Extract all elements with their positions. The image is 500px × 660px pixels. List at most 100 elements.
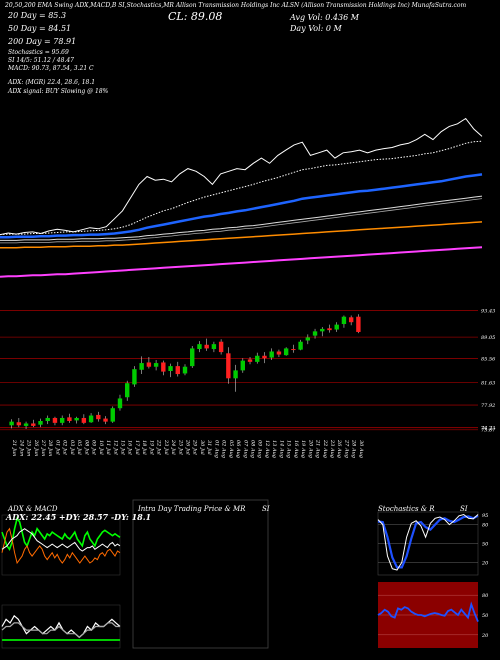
stoch-tick: 80: [482, 523, 489, 529]
macd-label: MACD: 90.73, 87.54, 3.21 C: [8, 65, 94, 72]
date-label: 29 Jul: [192, 439, 198, 455]
date-label: 27 Aug: [343, 439, 349, 458]
date-label: 24 Jul: [170, 439, 176, 455]
adx-series--DY: [1, 527, 121, 565]
si-tick: 80: [482, 593, 489, 599]
stoch-series-k: [377, 513, 479, 571]
date-label: 28 Jun: [47, 439, 53, 456]
level-label: 74.23: [481, 426, 495, 432]
si-label: SI 14/5: 51.12 / 48.47: [8, 57, 74, 64]
candle-body: [38, 421, 43, 425]
si-tick: 20: [481, 633, 489, 639]
adx-panel-title: ADX & MACD: [8, 505, 58, 513]
date-label: 01 Aug: [213, 440, 219, 458]
candle-body: [132, 369, 137, 385]
date-label: 31 Jul: [206, 440, 212, 455]
date-label: 23 Jul: [163, 439, 169, 455]
candle-body: [117, 398, 123, 409]
candle-body: [283, 348, 289, 356]
date-label: 19 Aug: [300, 440, 306, 458]
stoch-label: Stochastics = 95.69: [8, 49, 69, 56]
candle-body: [327, 328, 332, 331]
date-label: 22 Jul: [156, 439, 162, 455]
stoch-series-d: [377, 514, 479, 569]
date-label: 12 Aug: [264, 440, 270, 458]
candle-body: [81, 417, 87, 423]
candle-body: [16, 422, 22, 426]
level-label: 81.63: [481, 380, 495, 386]
candle-body: [52, 417, 58, 423]
candle-body: [125, 383, 130, 398]
date-label: 26 Jul: [185, 439, 191, 455]
candle-body: [23, 423, 29, 426]
date-label: 30 Aug: [358, 440, 364, 458]
stoch-tick: 20: [481, 560, 489, 566]
date-label: 14 Aug: [278, 440, 284, 458]
candle-body: [153, 363, 159, 367]
ema-line-ema100-b: [0, 198, 483, 244]
candle-body: [96, 414, 101, 420]
candle-body: [74, 417, 79, 421]
candle-body: [276, 351, 282, 355]
date-label: 24 Jun: [18, 439, 24, 456]
date-label: 01 Jul: [54, 440, 60, 455]
date-label: 20 Aug: [307, 439, 313, 458]
date-label: 26 Jun: [33, 439, 39, 456]
intraday-si-label: SI: [262, 505, 270, 513]
candle-body: [312, 331, 318, 336]
adx-values-label: ADX: 22.45 +DY: 28.57 -DY: 18.1: [6, 512, 152, 522]
date-label: 25 Jul: [177, 439, 183, 455]
candle-body: [103, 418, 108, 422]
candle-body: [233, 370, 238, 379]
date-label: 02 Jul: [62, 440, 68, 455]
candle-body: [31, 423, 36, 426]
si-series: [377, 601, 479, 622]
adx-line: ADX: (MGR) 22.4, 28.6, 18.1: [8, 79, 96, 86]
date-label: 21 Jun: [11, 439, 17, 456]
date-label: 07 Aug: [242, 440, 248, 458]
candle-body: [298, 341, 303, 350]
date-label: 28 Aug: [351, 439, 357, 458]
candle-body: [204, 344, 209, 349]
candle-body: [9, 421, 14, 426]
candle-body: [356, 316, 361, 332]
date-label: 08 Jul: [83, 440, 89, 455]
level-label: 93.43: [481, 308, 495, 314]
date-label: 30 Jul: [199, 440, 205, 455]
level-label: 77.92: [481, 403, 495, 409]
adx-signal: ADX signal: BUY Slowing @ 18%: [8, 88, 109, 95]
level-label: 73.87: [481, 428, 496, 434]
macd-series-Signal: [1, 622, 120, 639]
date-label: 12 Jul: [112, 440, 118, 455]
date-label: 03 Jul: [69, 440, 75, 455]
date-label: 06 Aug: [235, 440, 241, 458]
candle-body: [110, 408, 115, 422]
candle-body: [226, 353, 231, 379]
date-label: 10 Jul: [98, 440, 104, 455]
ema-line-ema50: [0, 173, 483, 239]
candle-body: [305, 337, 311, 341]
candle-body: [255, 355, 260, 362]
candle-body: [240, 360, 245, 371]
ema-line-ema150: [0, 221, 483, 249]
date-label: 22 Aug: [322, 439, 328, 458]
date-label: 05 Aug: [228, 440, 234, 458]
stoch-tick: 95: [482, 513, 488, 519]
ema50-label: 50 Day = 84.51: [8, 24, 72, 33]
adx-series-ADX: [1, 528, 121, 552]
date-label: 08 Aug: [250, 440, 256, 458]
date-label: 25 Jun: [26, 439, 32, 456]
ema-line-price: [0, 117, 483, 236]
candle-body: [269, 351, 274, 358]
candle-body: [67, 417, 72, 422]
candle-body: [190, 348, 195, 367]
level-label: 74.2: [481, 426, 492, 432]
date-label: 09 Aug: [257, 440, 263, 458]
ema200-label: 200 Day = 78.91: [8, 37, 77, 46]
candle-body: [247, 359, 253, 362]
candle-body: [59, 417, 65, 423]
intraday-panel-frame: [132, 499, 269, 649]
day-vol-label: Day Vol: 0 M: [290, 24, 342, 33]
date-label: 17 Jul: [134, 440, 140, 455]
